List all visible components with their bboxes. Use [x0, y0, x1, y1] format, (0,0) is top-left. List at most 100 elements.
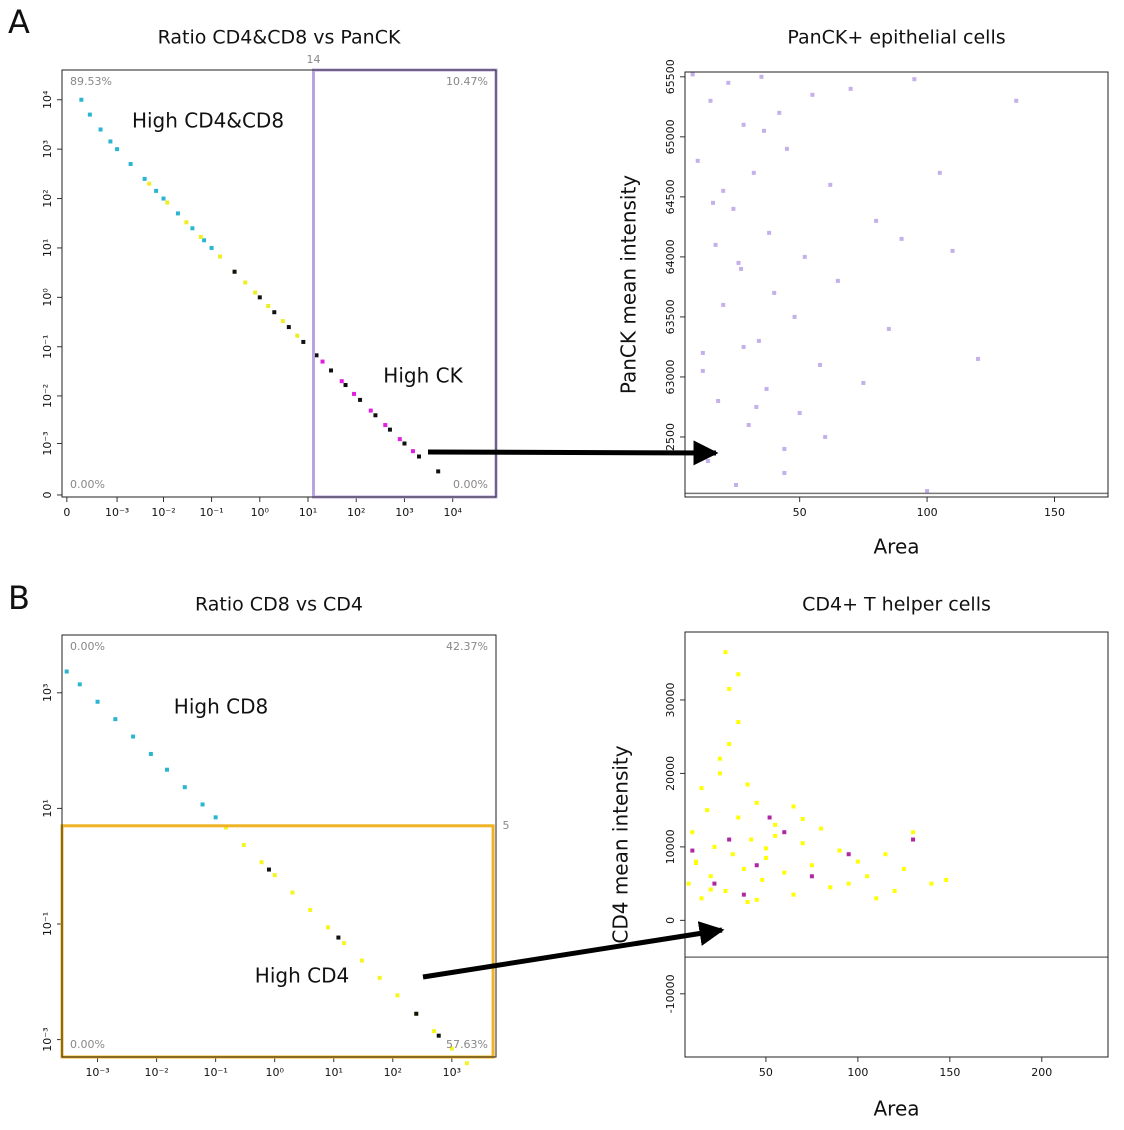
point	[301, 339, 306, 344]
x-tick-label: 150	[1044, 506, 1065, 519]
point	[772, 290, 777, 295]
point	[925, 488, 930, 493]
x-tick-label: 150	[939, 1066, 960, 1079]
point	[190, 226, 195, 231]
chart: PanCK+ epithelial cells Area PanCK mean in…	[617, 27, 1109, 559]
point	[763, 846, 768, 851]
chart: Ratio CD8 vs CD4 10⁻³ 10⁻² 10⁻¹ 10⁰ 10¹ 10² 10³…	[41, 594, 510, 1080]
annotation: High CD4	[255, 964, 349, 988]
x-tick-label: 10¹	[325, 1066, 343, 1079]
point	[336, 935, 341, 940]
point	[436, 469, 441, 474]
point	[899, 236, 904, 241]
point	[154, 188, 159, 193]
point	[286, 325, 291, 330]
point	[736, 719, 741, 724]
point	[314, 353, 319, 358]
gate	[60, 824, 495, 1059]
y-tick-label: 10³	[41, 140, 54, 158]
x-tick-label: 10³	[395, 506, 413, 519]
y-tick-label: 0	[664, 917, 677, 924]
point	[741, 866, 746, 871]
point	[944, 877, 949, 882]
point	[782, 830, 787, 835]
y-tick-label: 10⁻¹	[41, 912, 54, 936]
point	[224, 825, 229, 830]
point	[79, 97, 84, 102]
point	[727, 837, 732, 842]
quadrant-percent: 0.00%	[70, 1038, 105, 1051]
y-tick-label: 10¹	[41, 799, 54, 817]
point	[695, 158, 700, 163]
point	[280, 319, 285, 324]
point	[352, 391, 357, 396]
point	[686, 881, 691, 886]
y-axis-label: PanCK mean intensity	[617, 175, 641, 394]
point	[387, 427, 392, 432]
point	[723, 888, 728, 893]
quadrant-percent: 89.53%	[70, 75, 112, 88]
point	[395, 993, 400, 998]
point	[874, 896, 879, 901]
point	[723, 650, 728, 655]
x-tick-label: 10¹	[299, 506, 317, 519]
point	[733, 482, 738, 487]
point	[782, 446, 787, 451]
point	[818, 362, 823, 367]
point	[791, 892, 796, 897]
point	[848, 86, 853, 91]
point	[339, 379, 344, 384]
point	[343, 383, 348, 388]
y-axis-label: CD4 mean intensity	[609, 745, 633, 943]
x-tick-label: 50	[793, 506, 807, 519]
y-tick-label: 10⁴	[41, 90, 54, 109]
y-tick-label: 10²	[41, 189, 54, 207]
point	[911, 830, 916, 835]
point	[713, 242, 718, 247]
point	[809, 874, 814, 879]
point	[708, 874, 713, 879]
point	[182, 785, 187, 790]
point	[148, 751, 153, 756]
point	[359, 958, 364, 963]
point	[855, 859, 860, 864]
point	[726, 80, 731, 85]
point	[846, 881, 851, 886]
point	[828, 182, 833, 187]
point	[705, 808, 710, 813]
point	[835, 278, 840, 283]
point	[690, 830, 695, 835]
chart: CD4+ T helper cells Area CD4 mean intensit…	[609, 594, 1109, 1121]
plot-frame	[684, 71, 1109, 498]
point	[828, 885, 833, 890]
y-tick-label: 10000	[664, 829, 677, 864]
point	[77, 682, 82, 687]
point	[690, 848, 695, 853]
x-tick-label: 10²	[347, 506, 365, 519]
point	[142, 176, 147, 181]
x-axis-label: Area	[873, 535, 919, 559]
point	[756, 338, 761, 343]
point	[113, 717, 118, 722]
y-tick-label: 10³	[41, 684, 54, 702]
point	[253, 290, 258, 295]
chart-title: PanCK+ epithelial cells	[787, 27, 1005, 49]
y-tick-label: 20000	[664, 756, 677, 791]
y-tick-label: 10⁻¹	[41, 335, 54, 359]
x-tick-label: 10⁻³	[85, 1066, 109, 1079]
chart-title: Ratio CD8 vs CD4	[195, 594, 363, 616]
point	[754, 404, 759, 409]
point	[763, 855, 768, 860]
panel-label: B	[8, 579, 30, 617]
point	[266, 303, 271, 308]
quadrant-percent: 0.00%	[70, 640, 105, 653]
point	[320, 359, 325, 364]
point	[809, 863, 814, 868]
y-tick-label: 30000	[664, 682, 677, 717]
point	[358, 397, 363, 402]
x-tick-label: 10⁻¹	[199, 506, 223, 519]
point	[272, 310, 277, 315]
point	[700, 368, 705, 373]
quadrant-percent: 42.37%	[446, 640, 488, 653]
